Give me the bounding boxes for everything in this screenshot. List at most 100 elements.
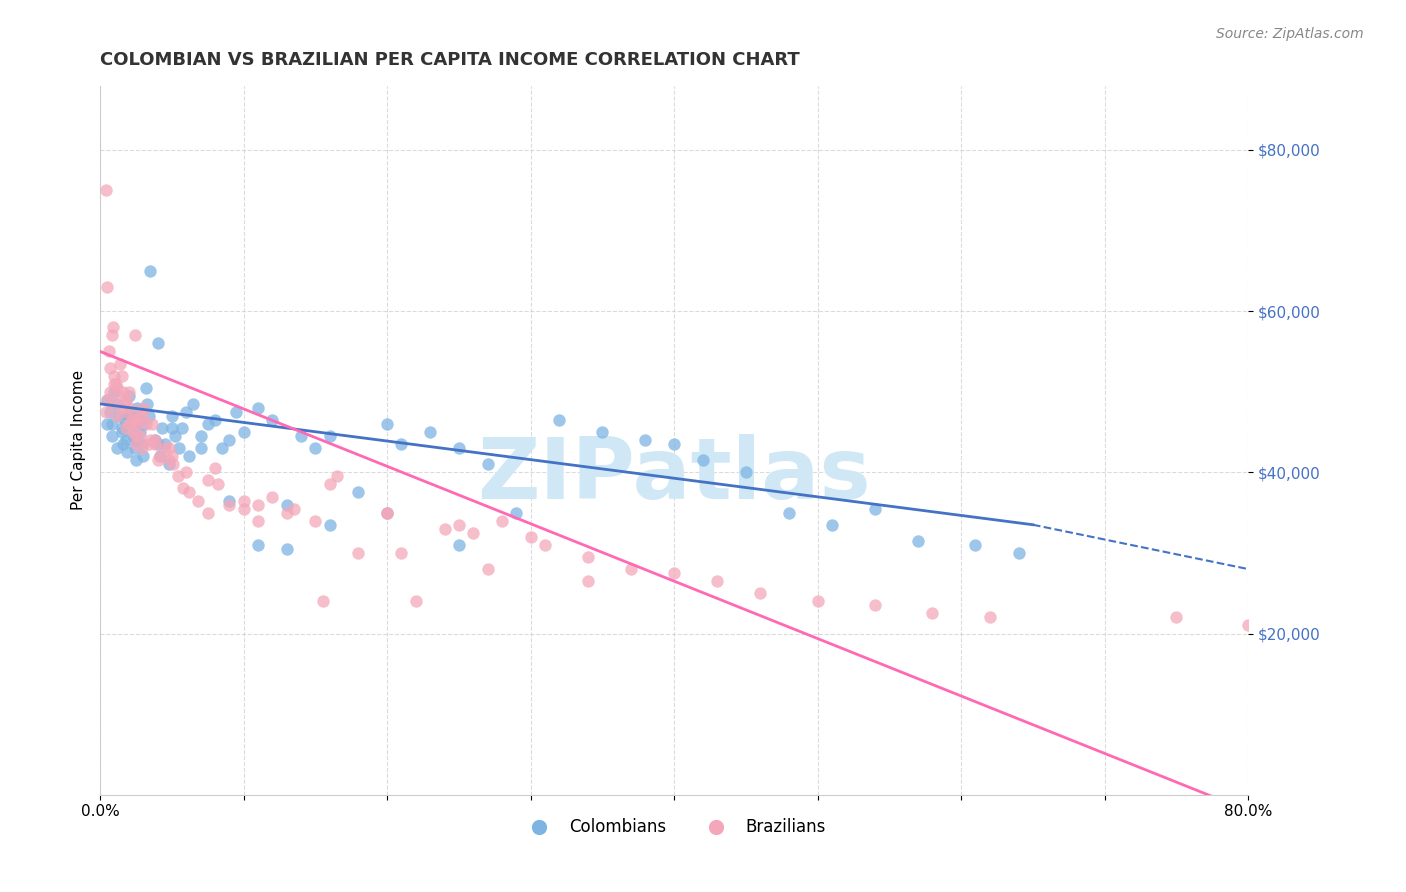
Point xyxy=(211,441,233,455)
Point xyxy=(112,437,135,451)
Point xyxy=(138,409,160,423)
Point xyxy=(111,368,134,383)
Point xyxy=(100,417,122,431)
Point xyxy=(375,506,398,520)
Point xyxy=(433,522,456,536)
Point xyxy=(160,449,183,463)
Point xyxy=(97,344,120,359)
Point xyxy=(1007,546,1029,560)
Point xyxy=(477,458,499,472)
Point xyxy=(391,437,413,451)
Point xyxy=(163,429,186,443)
Point xyxy=(114,413,136,427)
Point xyxy=(232,501,254,516)
Point xyxy=(132,401,155,415)
Point xyxy=(115,392,138,407)
Point xyxy=(447,517,470,532)
Point xyxy=(576,549,599,564)
Point xyxy=(125,437,148,451)
Point xyxy=(101,397,124,411)
Point xyxy=(821,517,844,532)
Point xyxy=(319,477,342,491)
Point xyxy=(94,405,117,419)
Point xyxy=(117,405,139,419)
Point xyxy=(157,453,180,467)
Point xyxy=(692,453,714,467)
Point xyxy=(143,437,166,451)
Point xyxy=(447,441,470,455)
Point xyxy=(103,384,125,399)
Point xyxy=(706,574,728,589)
Point xyxy=(167,441,190,455)
Point xyxy=(110,357,132,371)
Point xyxy=(125,429,148,443)
Point xyxy=(232,493,254,508)
Point xyxy=(734,466,756,480)
Point xyxy=(157,458,180,472)
Point xyxy=(319,517,342,532)
Point xyxy=(105,409,128,423)
Point xyxy=(129,425,152,439)
Point xyxy=(276,498,298,512)
Point xyxy=(304,441,326,455)
Point xyxy=(477,562,499,576)
Point xyxy=(170,421,193,435)
Point xyxy=(391,546,413,560)
Point xyxy=(111,401,134,415)
Point xyxy=(128,409,150,423)
Point xyxy=(1166,610,1188,624)
Point xyxy=(118,409,141,423)
Point xyxy=(124,328,146,343)
Point xyxy=(104,376,127,391)
Y-axis label: Per Capita Income: Per Capita Income xyxy=(72,370,86,510)
Text: Source: ZipAtlas.com: Source: ZipAtlas.com xyxy=(1216,27,1364,41)
Point xyxy=(183,397,205,411)
Point xyxy=(146,336,169,351)
Point xyxy=(98,360,121,375)
Point xyxy=(319,429,342,443)
Point xyxy=(98,405,121,419)
Point xyxy=(98,384,121,399)
Point xyxy=(807,594,830,608)
Point xyxy=(132,417,155,431)
Point xyxy=(105,441,128,455)
Point xyxy=(100,429,122,443)
Point xyxy=(232,425,254,439)
Point xyxy=(207,477,229,491)
Point xyxy=(135,417,157,431)
Point xyxy=(127,417,149,431)
Point xyxy=(132,449,155,463)
Point xyxy=(283,501,305,516)
Point xyxy=(162,458,184,472)
Point xyxy=(276,506,298,520)
Point xyxy=(103,368,125,383)
Point xyxy=(187,493,209,508)
Point xyxy=(122,425,145,439)
Point xyxy=(121,413,143,427)
Point xyxy=(125,453,148,467)
Point xyxy=(620,562,643,576)
Point xyxy=(662,437,685,451)
Point xyxy=(125,433,148,447)
Point xyxy=(463,525,485,540)
Point xyxy=(100,328,122,343)
Point xyxy=(117,445,139,459)
Point xyxy=(576,574,599,589)
Point xyxy=(548,413,571,427)
Point xyxy=(141,417,163,431)
Point xyxy=(304,514,326,528)
Point xyxy=(405,594,427,608)
Point xyxy=(157,441,180,455)
Point xyxy=(107,409,129,423)
Point xyxy=(505,506,527,520)
Point xyxy=(174,466,197,480)
Point xyxy=(863,501,886,516)
Point xyxy=(218,433,240,447)
Point xyxy=(105,397,128,411)
Point xyxy=(96,392,118,407)
Point xyxy=(246,401,269,415)
Point xyxy=(112,384,135,399)
Point xyxy=(150,421,173,435)
Point xyxy=(326,469,349,483)
Point xyxy=(146,437,169,451)
